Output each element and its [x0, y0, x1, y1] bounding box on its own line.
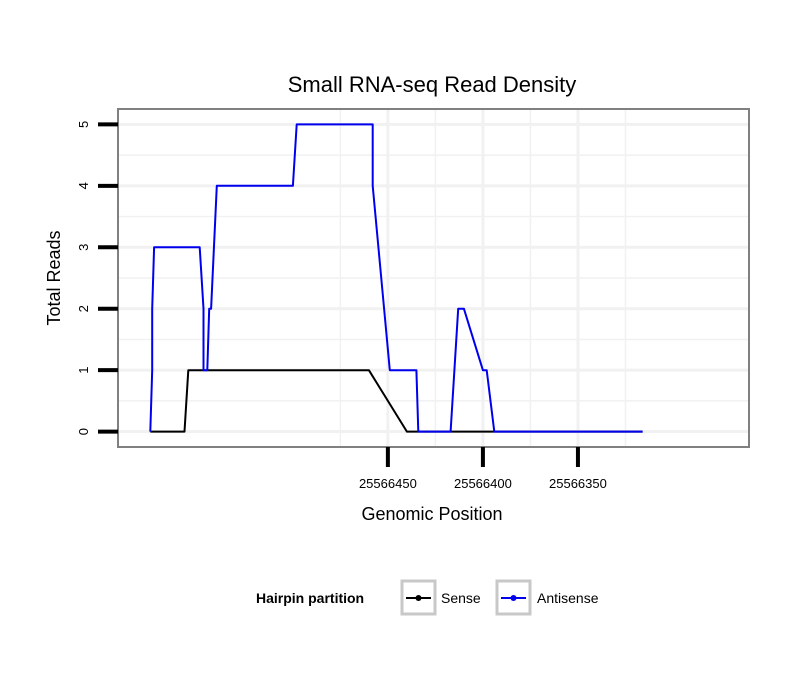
x-tick-label: 25566400	[454, 476, 512, 491]
legend: Hairpin partition Sense Antisense	[256, 579, 599, 616]
x-axis-label: Genomic Position	[361, 504, 502, 524]
y-tick-label: 4	[76, 182, 91, 189]
legend-title: Hairpin partition	[256, 590, 364, 606]
legend-label-sense: Sense	[441, 590, 481, 606]
legend-key-antisense-marker	[510, 595, 517, 601]
legend-key-sense-marker	[415, 595, 422, 601]
legend-entry-antisense: Antisense	[495, 579, 599, 616]
plot-border	[117, 108, 750, 448]
x-axis: 25566450 25566400 25566350	[359, 447, 607, 491]
y-axis-label: Total Reads	[44, 230, 64, 325]
chart-title: Small RNA-seq Read Density	[288, 72, 577, 97]
y-tick-label: 0	[76, 428, 91, 435]
series-layer	[149, 123, 643, 433]
legend-entry-sense: Sense	[400, 579, 481, 616]
legend-label-antisense: Antisense	[537, 590, 599, 606]
x-tick-label: 25566450	[359, 476, 417, 491]
y-tick-label: 5	[76, 121, 91, 128]
y-tick-label: 1	[76, 367, 91, 374]
y-axis: 0 1 2 3 4 5	[76, 121, 118, 435]
series-line-antisense	[149, 123, 643, 433]
x-tick-label: 25566350	[549, 476, 607, 491]
y-tick-label: 3	[76, 244, 91, 251]
y-tick-label: 2	[76, 305, 91, 312]
